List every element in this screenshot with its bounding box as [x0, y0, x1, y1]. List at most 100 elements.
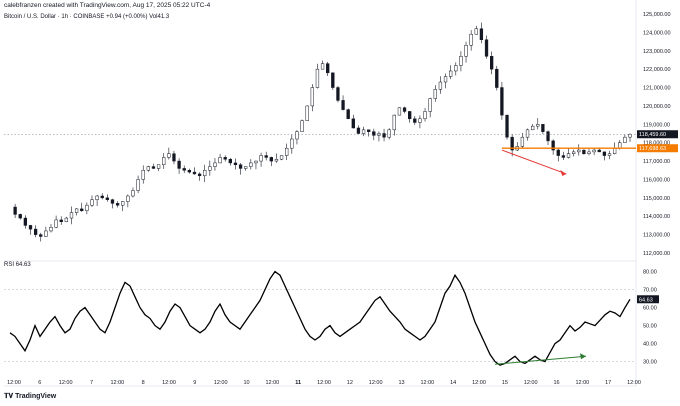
candle-body	[536, 124, 540, 127]
candle-body	[213, 162, 217, 167]
price-tick-label: 112,000.00	[643, 251, 670, 257]
bullish-arrow-head	[580, 353, 586, 360]
candle-body	[126, 195, 130, 202]
candle-body	[290, 138, 294, 149]
candle-body	[59, 219, 63, 222]
candle-body	[182, 168, 186, 171]
candle-body	[121, 201, 125, 206]
candle-body	[566, 153, 571, 158]
candle-body	[238, 164, 243, 169]
rsi-tick-label: 40.00	[643, 342, 657, 348]
candle-body	[131, 190, 135, 197]
candle-body	[115, 203, 120, 206]
time-tick-label: 17	[605, 380, 611, 386]
price-tick-label: 114,000.00	[643, 214, 670, 220]
candle-body	[146, 166, 150, 171]
candle-body	[479, 28, 484, 40]
candle-body	[249, 162, 253, 167]
candle-body	[64, 217, 69, 222]
candle-body	[459, 56, 463, 66]
candle-body	[346, 109, 350, 120]
price-axis: 125,000.00 124,000.00 123,000.00 122,000.00…	[643, 12, 671, 257]
tv-logo-icon: 𝐓𝐕	[4, 393, 16, 400]
candle-body	[443, 76, 448, 83]
time-tick-label: 8	[142, 380, 145, 386]
candle-body	[300, 120, 304, 132]
candle-body	[367, 129, 371, 132]
candle-body	[320, 63, 325, 70]
price-tick-label: 122,000.00	[643, 67, 671, 73]
candle-body	[151, 166, 156, 169]
candle-body	[39, 234, 43, 237]
symbol-name: Bitcoin / U.S. Dollar	[4, 14, 57, 20]
time-tick-label: 12:00	[7, 380, 21, 386]
time-tick-label: 6	[38, 380, 41, 386]
volume-value: Vol41.3	[149, 14, 170, 20]
support-price-tag: 117,698.63	[639, 146, 666, 152]
candle-body	[428, 98, 432, 112]
time-tick-label: 12:00	[265, 380, 279, 386]
time-tick-label: 12:00	[524, 380, 538, 386]
time-tick-label: 12:00	[317, 380, 331, 386]
time-tick-label: 12	[347, 380, 353, 386]
candle-body	[13, 206, 17, 215]
candle-body	[203, 170, 207, 177]
candle-body	[18, 214, 22, 219]
candle-body	[490, 56, 494, 70]
candle-body	[474, 28, 478, 35]
candle-body	[105, 197, 110, 200]
candle-body	[469, 33, 473, 46]
candle-body	[136, 179, 140, 191]
candle-body	[495, 68, 499, 88]
candle-body	[326, 63, 330, 74]
candle-body	[310, 87, 314, 107]
time-tick-label: 10	[243, 380, 249, 386]
candle-body	[44, 230, 48, 237]
price-tick-label: 123,000.00	[643, 49, 671, 55]
bearish-arrow-head	[560, 169, 567, 176]
price-tick-label: 113,000.00	[643, 233, 670, 239]
candle-body	[269, 157, 273, 162]
rsi-value: 64.63	[15, 262, 31, 268]
candle-body	[90, 199, 94, 206]
last-price-tag: 118,459.60	[639, 132, 666, 138]
candle-body	[361, 129, 366, 134]
candle-body	[561, 155, 566, 158]
time-tick-label: 12:00	[59, 380, 73, 386]
symbol-interval: ·	[57, 14, 62, 20]
candle-body	[305, 105, 309, 121]
candle-body	[85, 204, 89, 211]
candlestick-series	[13, 22, 632, 242]
time-tick-label: 12:00	[369, 380, 383, 386]
candle-body	[628, 133, 632, 138]
candle-body	[546, 131, 550, 142]
candle-body	[228, 158, 232, 164]
price-tick-label: 117,000.00	[643, 159, 670, 165]
symbol-legend: Bitcoin / U.S. Dollar · 1h · COINBASE +0…	[4, 14, 169, 20]
candle-body	[264, 155, 268, 158]
interval-value: 1h	[61, 14, 69, 20]
candle-body	[336, 87, 340, 101]
candle-body	[356, 127, 361, 134]
time-tick-label: 14	[450, 380, 456, 386]
rsi-tick-label: 70.00	[643, 288, 657, 294]
candle-body	[141, 170, 145, 180]
candle-body	[602, 151, 607, 156]
price-tick-label: 121,000.00	[643, 86, 671, 92]
time-tick-label: 12:00	[627, 380, 641, 386]
candle-body	[254, 160, 258, 164]
candle-body	[54, 219, 58, 228]
time-tick-label: 11	[295, 380, 301, 386]
candle-body	[607, 153, 612, 156]
candle-body	[285, 147, 289, 156]
candle-body	[156, 164, 161, 169]
price-tick-label: 116,000.00	[643, 177, 670, 183]
candle-body	[100, 195, 104, 199]
candle-body	[218, 157, 222, 164]
candle-body	[259, 155, 263, 162]
time-tick-label: 12:00	[472, 380, 486, 386]
candle-body	[208, 166, 212, 171]
rsi-tick-label: 50.00	[643, 324, 657, 330]
candle-body	[449, 70, 453, 77]
